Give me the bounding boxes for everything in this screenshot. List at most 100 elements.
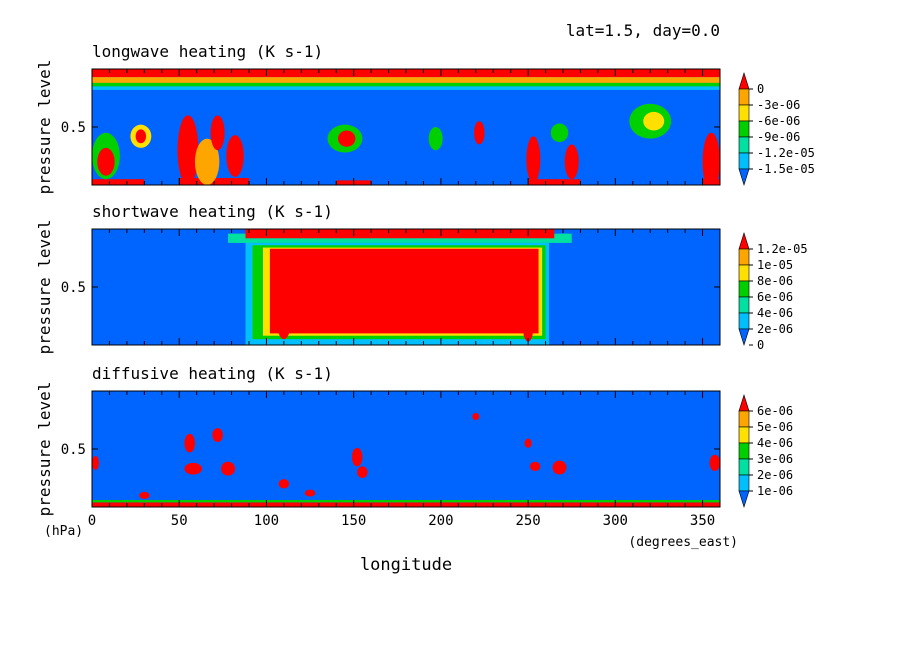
heatmap-blob	[212, 428, 223, 443]
x-tick-label: 200	[428, 513, 453, 529]
heatmap-blob	[177, 115, 199, 185]
colorbar-swatch	[738, 410, 750, 428]
heatmap-blob	[529, 461, 541, 472]
colorbar-swatch	[738, 264, 750, 282]
heatmap-blob	[357, 466, 368, 479]
heatmap-background	[92, 391, 720, 507]
heatmap-blob	[522, 313, 534, 342]
colorbar-swatch	[738, 458, 750, 476]
colorbar-top-arrow	[738, 71, 750, 90]
y-axis-label: pressure level	[35, 382, 54, 517]
x-tick-label: 0	[88, 513, 96, 529]
heatmap-band	[92, 69, 720, 78]
x-tick-label: 250	[515, 513, 540, 529]
x-tick-label: 50	[171, 513, 188, 529]
panel-title: diffusive heating (K s-1)	[92, 364, 333, 383]
heatmap-blob	[221, 461, 236, 476]
heatmap-blob	[92, 455, 99, 470]
colorbar-label: 6e-06	[757, 290, 793, 304]
plot-area	[92, 391, 720, 507]
colorbar-label: 8e-06	[757, 274, 793, 288]
heatmap-blob	[643, 111, 665, 131]
heatmap-band	[92, 77, 720, 83]
y-axis-label: pressure level	[35, 60, 54, 195]
heatmap-blob	[524, 438, 532, 448]
colorbar-swatch	[738, 152, 750, 170]
heatmap-blob	[184, 462, 202, 475]
x-tick-label: 150	[341, 513, 366, 529]
colorbar-swatch	[738, 120, 750, 138]
x-tick-label: 350	[690, 513, 715, 529]
colorbar-swatch	[738, 296, 750, 314]
header-info: lat=1.5, day=0.0	[566, 21, 720, 40]
colorbar-swatch	[738, 280, 750, 298]
x-tick-label: 300	[603, 513, 628, 529]
colorbar-label: 1.2e-05	[757, 242, 808, 256]
heatmap-blob	[304, 489, 316, 497]
colorbar-label: 2e-06	[757, 322, 793, 336]
colorbar-swatch	[738, 104, 750, 122]
y-axis-label: pressure level	[35, 220, 54, 355]
panel-2: diffusive heating (K s-1) pressure level 0…	[35, 364, 793, 529]
colorbar-top-arrow	[738, 231, 750, 250]
heatmap-blob	[428, 127, 443, 151]
heatmap-panels: longwave heating (K s-1) pressure level 0.…	[35, 42, 815, 529]
heatmap-blob	[184, 433, 195, 453]
heatmap-blob	[564, 144, 579, 180]
y-tick-label: 0.5	[61, 280, 86, 296]
colorbar-swatch	[738, 88, 750, 106]
plot-area	[92, 69, 720, 185]
colorbar-swatch	[738, 442, 750, 460]
colorbar-label: -1.2e-05	[757, 146, 815, 160]
colorbar-label: 1e-06	[757, 484, 793, 498]
colorbar-swatch	[738, 312, 750, 330]
colorbar-label: -6e-06	[757, 114, 800, 128]
x-tick-label: 100	[254, 513, 279, 529]
heatmap-blob	[337, 130, 356, 147]
colorbar-top-arrow	[738, 393, 750, 412]
colorbar-label: 5e-06	[757, 420, 793, 434]
heatmap-blob	[526, 136, 541, 183]
panel-1: shortwave heating (K s-1) pressure level 0…	[35, 202, 808, 354]
colorbar-label: 0	[757, 338, 764, 352]
colorbar-label: -9e-06	[757, 130, 800, 144]
heatmap-band	[92, 500, 720, 503]
x-units-label: (degrees_east)	[628, 535, 738, 550]
heatmap-blob	[278, 479, 290, 489]
colorbar-bottom-arrow	[738, 328, 750, 347]
plot-area	[92, 229, 720, 345]
colorbar-label: 2e-06	[757, 468, 793, 482]
heatmap-band	[528, 179, 581, 185]
colorbar-bottom-arrow	[738, 490, 750, 509]
colorbar: 6e-06 5e-06 4e-06 3e-06 2e-06 1e-06	[738, 393, 793, 509]
colorbar-swatch	[738, 248, 750, 266]
heatmap-band	[92, 82, 720, 87]
heatmap-band	[92, 86, 720, 90]
colorbar-label: 6e-06	[757, 404, 793, 418]
colorbar: 1.2e-05 1e-05 8e-06 6e-06 4e-06 2e-06 0	[738, 231, 808, 352]
colorbar-label: 4e-06	[757, 436, 793, 450]
heatmap-blob	[276, 304, 291, 340]
colorbar-label: -1.5e-05	[757, 162, 815, 176]
heatmap-blob	[351, 447, 363, 467]
colorbar-label: 0	[757, 82, 764, 96]
heatmap-blob	[135, 129, 147, 144]
colorbar: 0 -3e-06 -6e-06 -9e-06 -1.2e-05 -1.5e-05	[738, 71, 815, 187]
colorbar-swatch	[738, 136, 750, 154]
y-tick-label: 0.5	[61, 120, 86, 136]
heatmap-blob	[210, 115, 225, 151]
heatmap-blob	[226, 135, 244, 177]
heatmap-blob	[552, 460, 567, 475]
heatmap-blob	[194, 138, 220, 185]
colorbar-label: 3e-06	[757, 452, 793, 466]
panel-title: shortwave heating (K s-1)	[92, 202, 333, 221]
heatmap-blob	[702, 132, 720, 185]
heatmap-band	[245, 229, 555, 239]
heatmap-blob	[709, 454, 720, 472]
heatmap-blob	[550, 123, 569, 143]
colorbar-bottom-arrow	[738, 168, 750, 187]
heatmap-band	[269, 248, 539, 334]
colorbar-swatch	[738, 474, 750, 492]
y-units-label: (hPa)	[44, 524, 83, 539]
